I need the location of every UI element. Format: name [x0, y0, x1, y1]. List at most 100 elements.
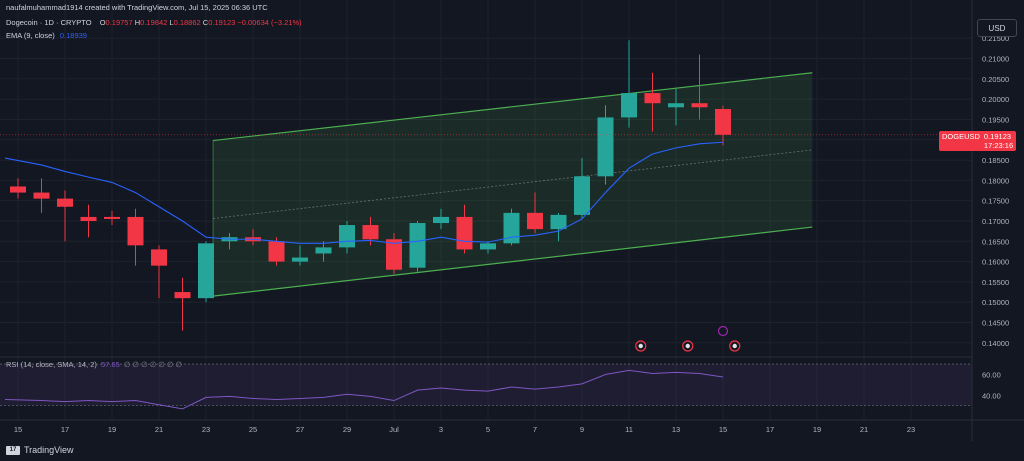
candle-body	[33, 192, 50, 199]
price-tick-label: 0.17500	[982, 197, 1009, 206]
candlestick-series	[10, 40, 731, 331]
channel-mid-line	[213, 149, 813, 219]
chart-credit: naufalmuhammad1914 created with TradingV…	[6, 3, 268, 12]
time-tick-label: 3	[439, 425, 443, 434]
channel-lower-line	[212, 226, 813, 297]
ohlc-close: 0.19123	[208, 18, 236, 27]
ohlc-change: −0.00634 (−3.21%)	[237, 18, 302, 27]
footer	[0, 441, 1024, 461]
candle-body	[409, 223, 426, 268]
price-tick-label: 0.20000	[982, 95, 1009, 104]
price-tick-label: 0.15000	[982, 298, 1009, 307]
ohlc-low: 0.18862	[173, 18, 201, 27]
candle-body	[268, 241, 285, 262]
candle-body	[668, 103, 684, 108]
time-tick-label: 5	[486, 425, 490, 434]
price-tick-label: 0.19500	[982, 115, 1009, 124]
price-tick-label: 0.18000	[982, 176, 1009, 185]
price-tick-label: 0.16500	[982, 237, 1009, 246]
time-tick-label: 17	[766, 425, 774, 434]
candle-body	[339, 225, 355, 248]
rsi-tick-label: 40.00	[982, 391, 1001, 400]
event-flag-icon-dot	[638, 343, 643, 349]
candle-body	[433, 216, 449, 224]
price-tick-label: 0.20500	[982, 75, 1009, 84]
rsi-placeholders: ∅ ∅ ∅ ∅ ∅ ∅ ∅	[123, 360, 183, 369]
candle-body	[80, 216, 97, 221]
channel-upper-line	[212, 72, 813, 142]
time-tick-label: 23	[907, 425, 915, 434]
candle-body	[574, 176, 590, 215]
time-tick-label: 13	[672, 425, 680, 434]
time-axis[interactable]: 15 17 19 21 23 25 27 29 Jul 3 5 7 9 11 13 15 17 19 21 23	[0, 419, 1024, 434]
price-tag-price: 0.19123	[983, 132, 1012, 141]
candle-body	[174, 292, 191, 299]
candle-body	[151, 249, 167, 266]
candle-body	[127, 216, 144, 246]
ema-label: EMA (9, close)	[6, 31, 55, 40]
time-tick-label: 21	[860, 425, 868, 434]
candle-body	[621, 93, 637, 118]
time-tick-label: 29	[343, 425, 351, 434]
candle-body	[57, 198, 73, 207]
price-tick-label: 0.18500	[982, 156, 1009, 165]
candle-body	[644, 93, 661, 104]
price-tag-values: 0.19123 17:23:16	[984, 132, 1013, 150]
ohlc-close-label: C	[202, 18, 209, 27]
ema-legend: EMA (9, close) 0.18939	[6, 31, 87, 40]
event-flag-icon-dot	[732, 343, 737, 349]
ohlc-high-label: H	[134, 18, 141, 27]
time-tick-label: 19	[108, 425, 116, 434]
ema-value: 0.18939	[59, 31, 87, 40]
candle-body	[362, 225, 379, 240]
symbol-title: Dogecoin · 1D · CRYPTO	[6, 18, 92, 27]
rsi-band	[0, 364, 972, 406]
ohlc-high: 0.19842	[140, 18, 168, 27]
ohlc-low-label: L	[169, 18, 174, 27]
price-tick-label: 0.16000	[982, 258, 1009, 267]
candle-body	[104, 216, 120, 219]
price-tick-label: 0.15500	[982, 278, 1009, 287]
time-tick-label: 11	[625, 425, 633, 434]
rsi-pane: 60.00 40.00	[0, 356, 1001, 410]
candle-body	[597, 117, 614, 177]
time-tick-label: 15	[719, 425, 727, 434]
price-tick-label: 0.21500	[982, 34, 1009, 43]
rsi-line	[4, 369, 724, 410]
time-tick-label: Jul	[389, 425, 399, 434]
time-tick-label: 17	[61, 425, 69, 434]
price-tick-label: 0.14000	[982, 339, 1009, 348]
price-tag-countdown: 17:23:16	[983, 141, 1014, 150]
candle-body	[715, 109, 731, 135]
ema-polyline	[4, 141, 724, 244]
candle-body	[315, 247, 332, 254]
candle-body	[198, 243, 214, 299]
time-tick-label: 27	[296, 425, 304, 434]
price-tick-label: 0.21000	[982, 55, 1009, 64]
price-tag-symbol: DOGEUSD	[942, 132, 980, 141]
rsi-label: RSI (14, close, SMA, 14, 2)	[6, 360, 97, 369]
lightning-event-icon	[717, 325, 729, 337]
tradingview-logo[interactable]: 17 TradingView	[6, 445, 74, 455]
time-tick-label: 25	[249, 425, 257, 434]
time-tick-label: 9	[580, 425, 584, 434]
candle-body	[480, 243, 496, 250]
ema-line	[4, 141, 724, 244]
rsi-legend: RSI (14, close, SMA, 14, 2) 57.65 ∅ ∅ ∅ …	[6, 360, 182, 369]
time-tick-label: 23	[202, 425, 210, 434]
ohlc-open: 0.19757	[105, 18, 133, 27]
event-flag-icon-dot	[685, 343, 690, 349]
price-tick-label: 0.14500	[982, 319, 1009, 328]
last-price-tag: DOGEUSD 0.19123 17:23:16	[939, 131, 1017, 151]
candle-body	[456, 216, 473, 250]
candle-body	[550, 214, 567, 230]
time-tick-label: 19	[813, 425, 821, 434]
currency-button[interactable]: USD	[977, 19, 1017, 37]
parallel-channel[interactable]	[212, 72, 813, 297]
time-tick-label: 21	[155, 425, 163, 434]
tradingview-logo-icon: 17	[6, 445, 20, 455]
event-markers[interactable]	[635, 325, 741, 352]
tradingview-brand: TradingView	[24, 445, 74, 455]
price-tick-label: 0.17000	[982, 217, 1009, 226]
